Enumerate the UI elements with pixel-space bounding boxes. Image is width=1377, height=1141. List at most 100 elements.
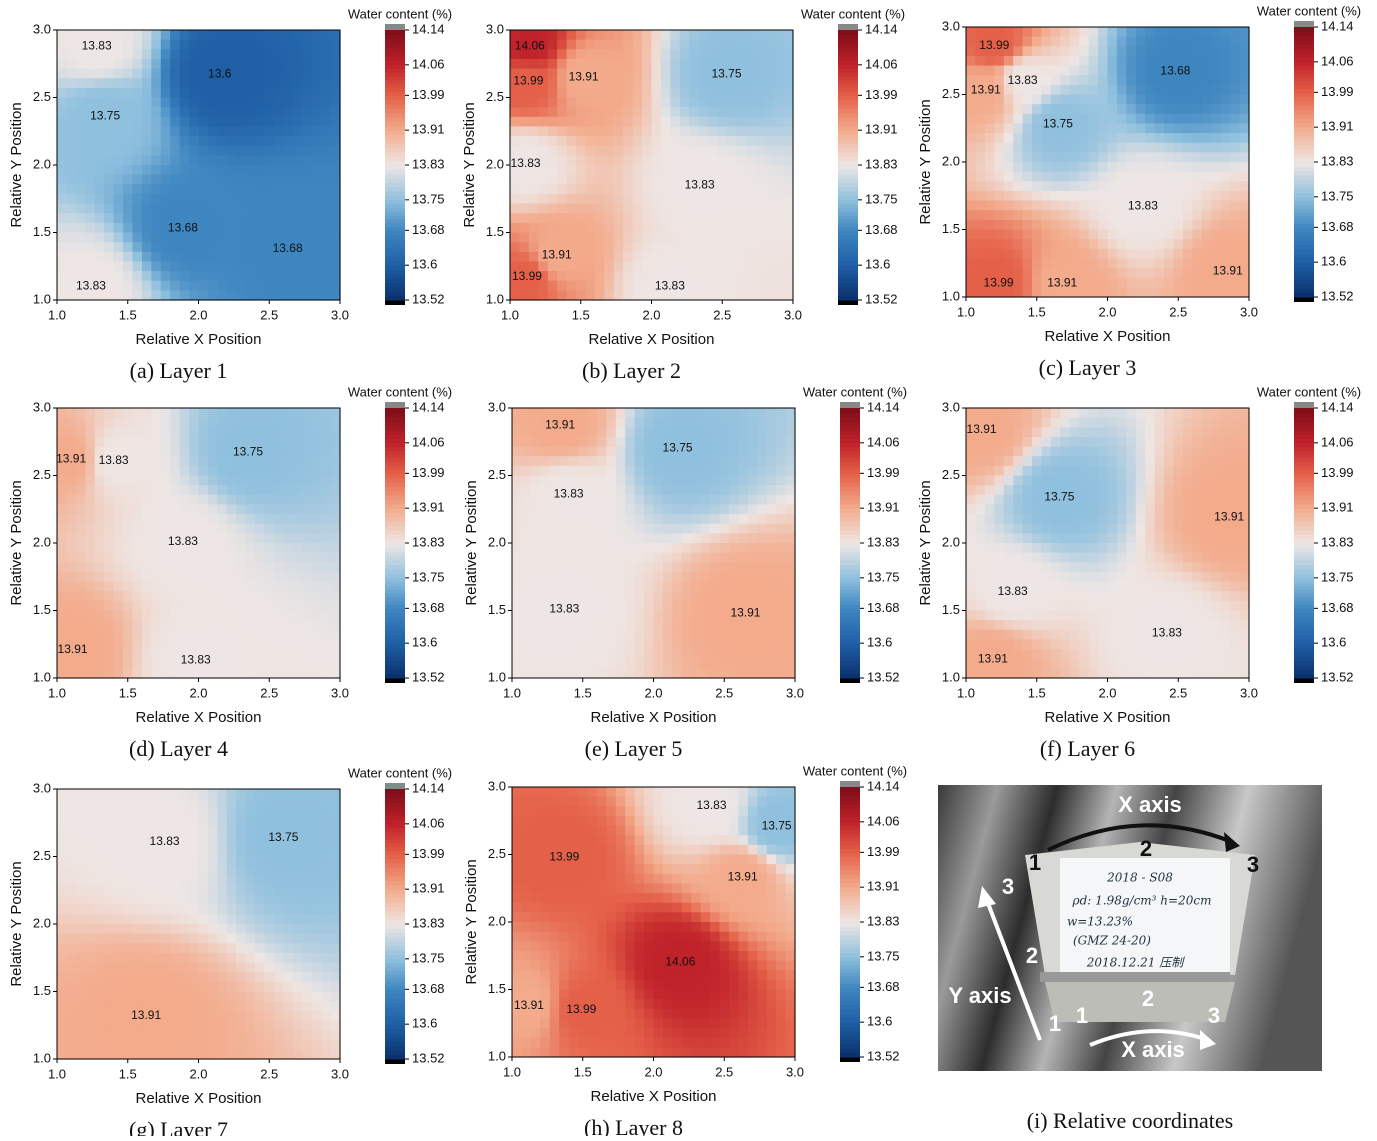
heat-cell (774, 69, 784, 79)
heat-cell (569, 620, 579, 630)
heat-cell (199, 271, 209, 281)
heat-cell (597, 466, 607, 476)
heat-cell (614, 117, 624, 127)
heat-cell (633, 204, 643, 214)
heat-cell (57, 204, 67, 214)
heat-cell (180, 668, 190, 678)
heat-cell (265, 165, 275, 175)
heat-cell (246, 223, 256, 233)
heat-cell (616, 582, 626, 592)
point-label: 1 (1049, 1011, 1061, 1036)
heat-cell (718, 30, 728, 40)
heat-cell (312, 184, 322, 194)
heat-cell (689, 117, 699, 127)
heat-cell (246, 40, 256, 50)
heat-cell (569, 476, 579, 486)
heat-cell (114, 213, 124, 223)
heat-cell (95, 184, 105, 194)
heat-cell (786, 504, 796, 514)
heat-cell (321, 553, 331, 563)
heat-cell (625, 514, 635, 524)
heat-cell (217, 40, 227, 50)
heat-cell (784, 242, 794, 252)
heat-cell (587, 476, 597, 486)
heat-cell (786, 533, 796, 543)
colorbar-segment (385, 458, 405, 462)
heat-cell (966, 630, 976, 640)
heat-cell (531, 476, 541, 486)
colorbar-segment (385, 495, 405, 500)
heat-cell (633, 78, 643, 88)
heat-cell (672, 582, 682, 592)
heat-cell (757, 466, 767, 476)
heat-cell (604, 78, 614, 88)
heat-cell (776, 447, 786, 457)
heat-cell (312, 427, 322, 437)
heat-cell (578, 447, 588, 457)
x-axis-label: Relative X Position (591, 709, 717, 726)
heat-cell (786, 601, 796, 611)
heat-cell (625, 659, 635, 669)
heat-cell (708, 98, 718, 108)
heat-cell (1013, 123, 1023, 133)
heat-cell (180, 175, 190, 185)
colorbar-segment (1294, 36, 1314, 41)
heat-cell (765, 252, 775, 262)
heat-cell (1240, 210, 1250, 220)
heat-cell (548, 136, 558, 146)
heat-cell (604, 117, 614, 127)
heat-cell (512, 447, 522, 457)
heat-cell (642, 146, 652, 156)
colorbar-segment (1294, 280, 1314, 285)
heat-cell (331, 514, 341, 524)
heat-cell (633, 194, 643, 204)
heat-cell (293, 630, 303, 640)
heat-cell (265, 59, 275, 69)
heat-cell (57, 194, 67, 204)
heat-cell (585, 223, 595, 233)
heat-cell (557, 194, 567, 204)
heat-cell (587, 630, 597, 640)
heat-cell (661, 98, 671, 108)
heat-cell (76, 562, 86, 572)
heat-cell (1004, 572, 1014, 582)
heat-cell (966, 220, 976, 230)
heat-cell (189, 582, 199, 592)
heat-cell (217, 290, 227, 300)
heat-cell (114, 69, 124, 79)
heat-cell (208, 639, 218, 649)
heat-cell (1089, 268, 1099, 278)
heat-cell (1136, 249, 1146, 259)
heat-cell (661, 78, 671, 88)
panel: 13.9913.8313.9113.6813.7513.8313.9913.91… (917, 3, 1361, 380)
heat-cell (151, 59, 161, 69)
heat-cell (1136, 46, 1146, 56)
heat-cell (623, 252, 633, 262)
heat-cell (283, 485, 293, 495)
colorbar-tick-label: 14.06 (867, 434, 900, 449)
heat-cell (161, 611, 171, 621)
heat-cell (585, 233, 595, 243)
heat-cell (966, 27, 976, 37)
heat-cell (85, 98, 95, 108)
heat-cell (529, 98, 539, 108)
heat-cell (1013, 524, 1023, 534)
heat-cell (208, 408, 218, 418)
heat-cell (293, 533, 303, 543)
heat-cell (142, 281, 152, 291)
heat-cell (1174, 201, 1184, 211)
heat-cell (623, 233, 633, 243)
heat-cell (208, 204, 218, 214)
heat-cell (966, 172, 976, 182)
heat-cell (576, 290, 586, 300)
heat-cell (682, 408, 692, 418)
heat-cell (1126, 258, 1136, 268)
heat-cell (274, 271, 284, 281)
heat-cell (208, 591, 218, 601)
heat-cell (142, 233, 152, 243)
heat-cell (293, 281, 303, 291)
heat-cell (1230, 56, 1240, 66)
heat-cell (1221, 191, 1231, 201)
heat-cell (1060, 85, 1070, 95)
heat-cell (672, 668, 682, 678)
